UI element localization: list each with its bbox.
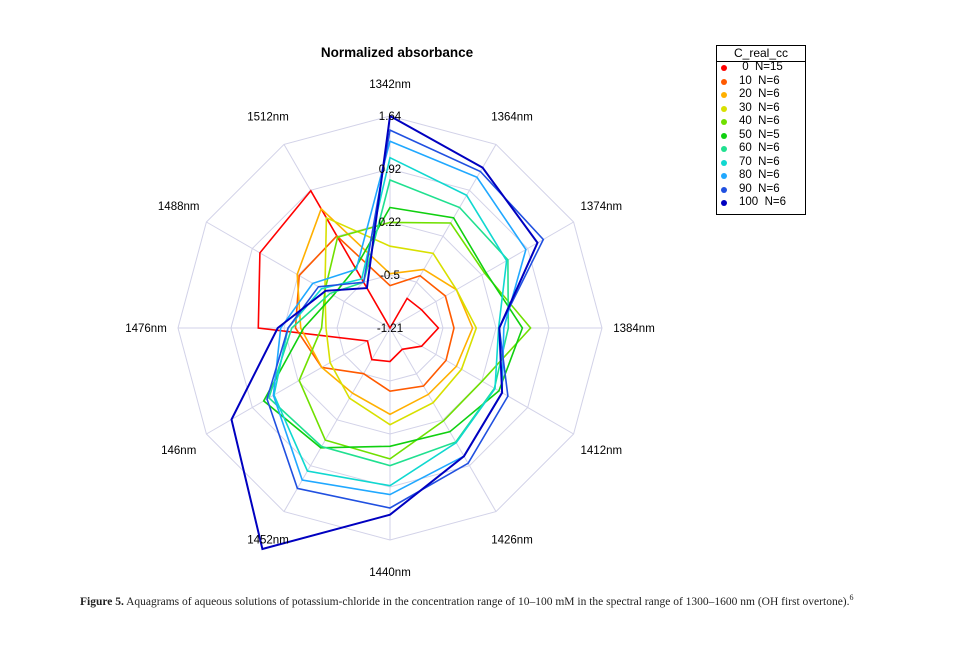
axis-label: 1512nm <box>247 112 289 124</box>
series-line-50 <box>262 206 524 449</box>
legend-dot-icon <box>721 159 727 166</box>
legend-label: 50 N=5 <box>739 128 780 141</box>
legend-item-80: 80 N=6 <box>717 169 805 183</box>
legend-label: 0 N=15 <box>739 61 783 73</box>
grid-spoke <box>389 221 574 329</box>
ring-label: -1.21 <box>377 323 403 335</box>
legend-label: 20 N=6 <box>739 88 780 100</box>
legend-item-40: 40 N=6 <box>717 115 805 129</box>
axis-label: 1440nm <box>369 567 411 579</box>
series-line-30 <box>324 216 478 426</box>
legend-item-70: 70 N=6 <box>717 156 805 170</box>
legend-dot-icon <box>721 186 727 193</box>
grid-spoke <box>206 327 391 435</box>
legend-dot-icon <box>721 78 727 85</box>
radar-series <box>230 114 545 551</box>
grid-spoke <box>283 327 391 512</box>
axis-label: 1412nm <box>581 445 623 457</box>
figure-label: Figure 5. <box>80 595 124 608</box>
caption-reference: 6 <box>849 593 854 602</box>
axis-label: 1364nm <box>491 112 533 124</box>
legend-dot-icon <box>721 200 727 206</box>
legend-dot-icon <box>721 92 727 98</box>
grid-spoke <box>389 144 497 329</box>
series-line-100 <box>230 114 539 551</box>
legend-item-20: 20 N=6 <box>717 88 805 102</box>
series-line-0 <box>257 189 440 363</box>
legend-item-30: 30 N=6 <box>717 102 805 116</box>
series-line-60 <box>267 178 510 467</box>
axis-label: 1374nm <box>581 201 623 213</box>
legend-label: 60 N=6 <box>739 142 780 154</box>
axis-label: 1384nm <box>613 323 655 335</box>
series-line-10 <box>294 234 455 393</box>
series-line-90 <box>266 128 545 509</box>
series-line-40 <box>298 221 532 460</box>
legend-label: 30 N=6 <box>739 101 780 114</box>
legend-dot-icon <box>721 146 727 152</box>
legend-dot-icon <box>721 119 727 125</box>
axis-label: 1426nm <box>491 534 533 546</box>
legend-label: 70 N=6 <box>739 155 780 168</box>
axis-label: 1342nm <box>369 79 411 91</box>
series-line-70 <box>273 156 508 487</box>
legend-label: 100 N=6 <box>739 196 786 208</box>
legend-item-0: 0 N=15 <box>717 61 805 75</box>
legend-dot-icon <box>721 105 727 112</box>
caption-text: Aquagrams of aqueous solutions of potass… <box>126 595 850 608</box>
legend-label: 40 N=6 <box>739 115 780 127</box>
legend: C_real_cc 0 N=15 10 N=6 20 N=6 30 N=6 40 N=6… <box>716 45 806 215</box>
legend-label: 80 N=6 <box>739 169 780 181</box>
axis-label: 1452nm <box>247 534 289 546</box>
legend-item-90: 90 N=6 <box>717 183 805 197</box>
grid-spoke <box>389 327 497 512</box>
radar-chart: 1342nm 1364nm 1374nm 1384nm 1412nm 1426nm 1440… <box>125 45 655 579</box>
series-line-80 <box>272 140 527 496</box>
ring-label: 0.92 <box>379 164 401 176</box>
legend-label: 90 N=6 <box>739 182 780 195</box>
legend-item-50: 50 N=5 <box>717 129 805 143</box>
legend-dot-icon <box>721 173 727 179</box>
legend-dot-icon <box>721 132 727 139</box>
chart-title: Normalized absorbance <box>321 45 474 60</box>
legend-item-60: 60 N=6 <box>717 142 805 156</box>
ring-label: 0.22 <box>379 217 401 229</box>
legend-label: 10 N=6 <box>739 74 780 87</box>
axis-label: 1488nm <box>158 201 200 213</box>
axis-label: 1476nm <box>125 323 167 335</box>
legend-item-100: 100 N=6 <box>717 196 805 210</box>
ring-label: 1.64 <box>379 111 402 123</box>
radar-labels: 1342nm 1364nm 1374nm 1384nm 1412nm 1426nm 1440… <box>125 79 655 579</box>
ring-label: -0.5 <box>380 270 400 282</box>
legend-title: C_real_cc <box>717 46 805 62</box>
legend-dot-icon <box>721 65 727 71</box>
figure-caption: Figure 5. Aquagrams of aqueous solutions… <box>80 590 880 610</box>
grid-spoke <box>206 221 391 329</box>
legend-item-10: 10 N=6 <box>717 75 805 89</box>
axis-label: 146nm <box>161 445 196 457</box>
